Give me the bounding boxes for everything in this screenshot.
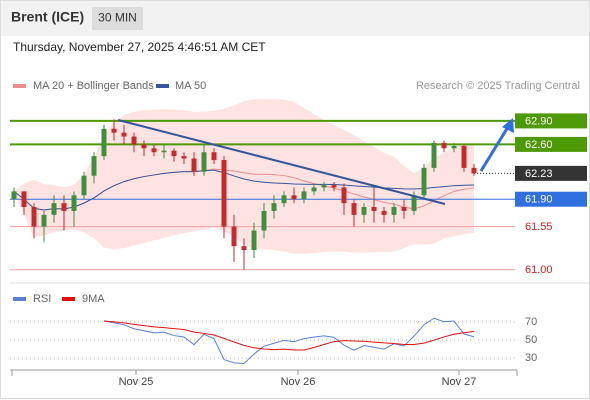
candle-body: [371, 207, 377, 211]
candle-body: [261, 210, 267, 231]
candle-body: [291, 195, 297, 200]
level-label: 62.23: [525, 168, 553, 180]
candle-body: [191, 158, 197, 172]
level-box: [515, 136, 587, 152]
legend-label: MA 20 + Bollinger Bands: [33, 80, 154, 92]
candle-body: [121, 132, 127, 137]
level-label: 61.00: [525, 264, 553, 276]
legend-label: MA 50: [175, 80, 206, 92]
bollinger-band: [14, 99, 474, 254]
rsi-tick-label: 70: [525, 316, 537, 328]
candle-body: [21, 191, 27, 208]
candle-body: [431, 142, 437, 168]
candle-body: [151, 148, 157, 153]
candle-body: [271, 203, 277, 211]
timeframe-badge[interactable]: [92, 7, 143, 30]
legend-swatch: [62, 297, 75, 301]
candle-body: [281, 195, 287, 204]
candle-body: [471, 167, 477, 174]
level-label: 61.90: [525, 194, 553, 206]
timestamp: Thursday, November 27, 2025 4:46:51 AM C…: [13, 40, 266, 54]
candle-body: [411, 195, 417, 211]
level-box: [515, 191, 587, 207]
candle-body: [351, 203, 357, 215]
candle-body: [461, 145, 467, 168]
candle-body: [101, 128, 107, 157]
candle-body: [341, 187, 347, 204]
rsi-ma-line: [103, 320, 475, 351]
rsi-tick-label: 50: [525, 334, 537, 346]
candle-body: [441, 142, 447, 149]
candle-body: [81, 175, 87, 196]
candle-body: [31, 207, 37, 227]
candle-body: [221, 160, 227, 227]
candle-body: [41, 214, 47, 227]
candle-body: [131, 136, 137, 145]
rsi-tick-label: 30: [525, 352, 537, 364]
candle-body: [241, 246, 247, 251]
candle-body: [321, 185, 327, 188]
candle-body: [381, 210, 387, 215]
x-tick-label: Nov 27: [442, 376, 477, 388]
candle-body: [401, 207, 407, 211]
candle-body: [301, 191, 307, 200]
legend-label: RSI: [33, 293, 51, 305]
candle-body: [141, 144, 147, 149]
candle-body: [171, 150, 177, 157]
plot-area: MA 20 + Bollinger Bands MA 50 Research © 2…: [10, 80, 587, 388]
forecast-arrowhead: [502, 118, 514, 133]
trend-line: [117, 119, 446, 205]
candle-body: [51, 203, 57, 215]
candle-body: [71, 195, 77, 211]
candle-body: [181, 156, 187, 159]
instrument-title: Brent (ICE): [11, 9, 84, 25]
credit: Research © 2025 Trading Central: [416, 80, 580, 92]
x-tick-label: Nov 25: [119, 376, 154, 388]
legend-swatch: [13, 84, 26, 88]
candle-body: [201, 152, 207, 172]
candle-body: [231, 226, 237, 247]
candle-body: [11, 191, 17, 200]
level-label: 62.90: [525, 115, 553, 127]
candle-body: [391, 207, 397, 215]
level-label: 61.55: [525, 221, 553, 233]
legend-swatch: [156, 84, 169, 88]
candle-body: [91, 156, 97, 176]
header-bar: [0, 0, 590, 36]
candle-body: [111, 128, 117, 133]
level-box: [515, 113, 587, 129]
candle-body: [311, 187, 317, 192]
candle-body: [61, 203, 67, 211]
legend-label: 9MA: [82, 293, 105, 305]
forecast-arrow: [479, 126, 510, 172]
candle-body: [161, 150, 167, 153]
legend-swatch: [13, 297, 26, 301]
candle-body: [451, 145, 457, 149]
level-label: 62.60: [525, 139, 553, 151]
rsi-line: [103, 317, 475, 365]
level-box: [515, 165, 587, 181]
candle-body: [361, 207, 367, 215]
candle-body: [251, 230, 257, 251]
candle-body: [211, 152, 217, 161]
x-tick-label: Nov 26: [281, 376, 316, 388]
timeframe[interactable]: 30 MIN: [98, 11, 137, 25]
candle-body: [331, 185, 337, 188]
candle-body: [421, 167, 427, 196]
